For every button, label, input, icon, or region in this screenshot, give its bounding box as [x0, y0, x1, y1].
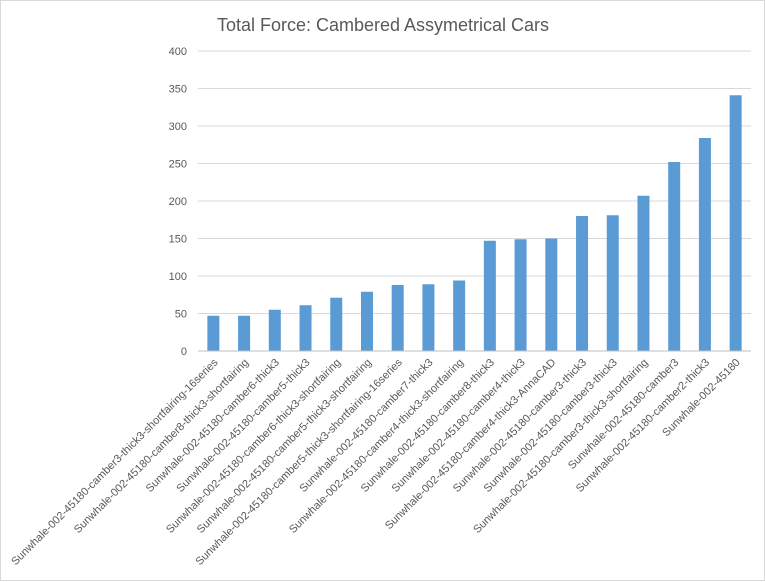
bar	[606, 215, 619, 351]
bar	[207, 315, 220, 351]
bar	[668, 162, 681, 351]
bar	[729, 95, 742, 351]
y-tick-label: 50	[175, 309, 187, 321]
bar	[545, 238, 558, 351]
bar	[453, 280, 466, 351]
chart-title: Total Force: Cambered Assymetrical Cars	[217, 15, 549, 35]
x-tick-label: Sunwhale-002-45180-camber3-thick3-shortf…	[9, 356, 221, 568]
bar	[698, 138, 711, 351]
bar	[238, 315, 251, 351]
y-tick-label: 250	[169, 159, 187, 171]
y-tick-label: 0	[181, 346, 187, 358]
bar	[483, 240, 496, 351]
bar	[637, 195, 650, 351]
y-tick-label: 350	[169, 84, 187, 96]
y-tick-label: 150	[169, 234, 187, 246]
bar	[268, 309, 281, 351]
bar	[514, 239, 527, 351]
x-axis-labels: Sunwhale-002-45180-camber3-thick3-shortf…	[9, 356, 743, 568]
y-axis-ticks: 0 50 100 150 200 250 300 350 400	[169, 46, 187, 358]
bar	[391, 285, 404, 351]
bar	[360, 291, 373, 351]
gridlines	[198, 50, 751, 314]
bar	[576, 216, 589, 351]
bar	[422, 284, 435, 351]
bar	[299, 305, 312, 351]
y-tick-label: 100	[169, 271, 187, 283]
y-tick-label: 400	[169, 46, 187, 58]
bar	[330, 297, 343, 351]
y-tick-label: 300	[169, 121, 187, 133]
y-tick-label: 200	[169, 196, 187, 208]
bars	[207, 95, 742, 351]
